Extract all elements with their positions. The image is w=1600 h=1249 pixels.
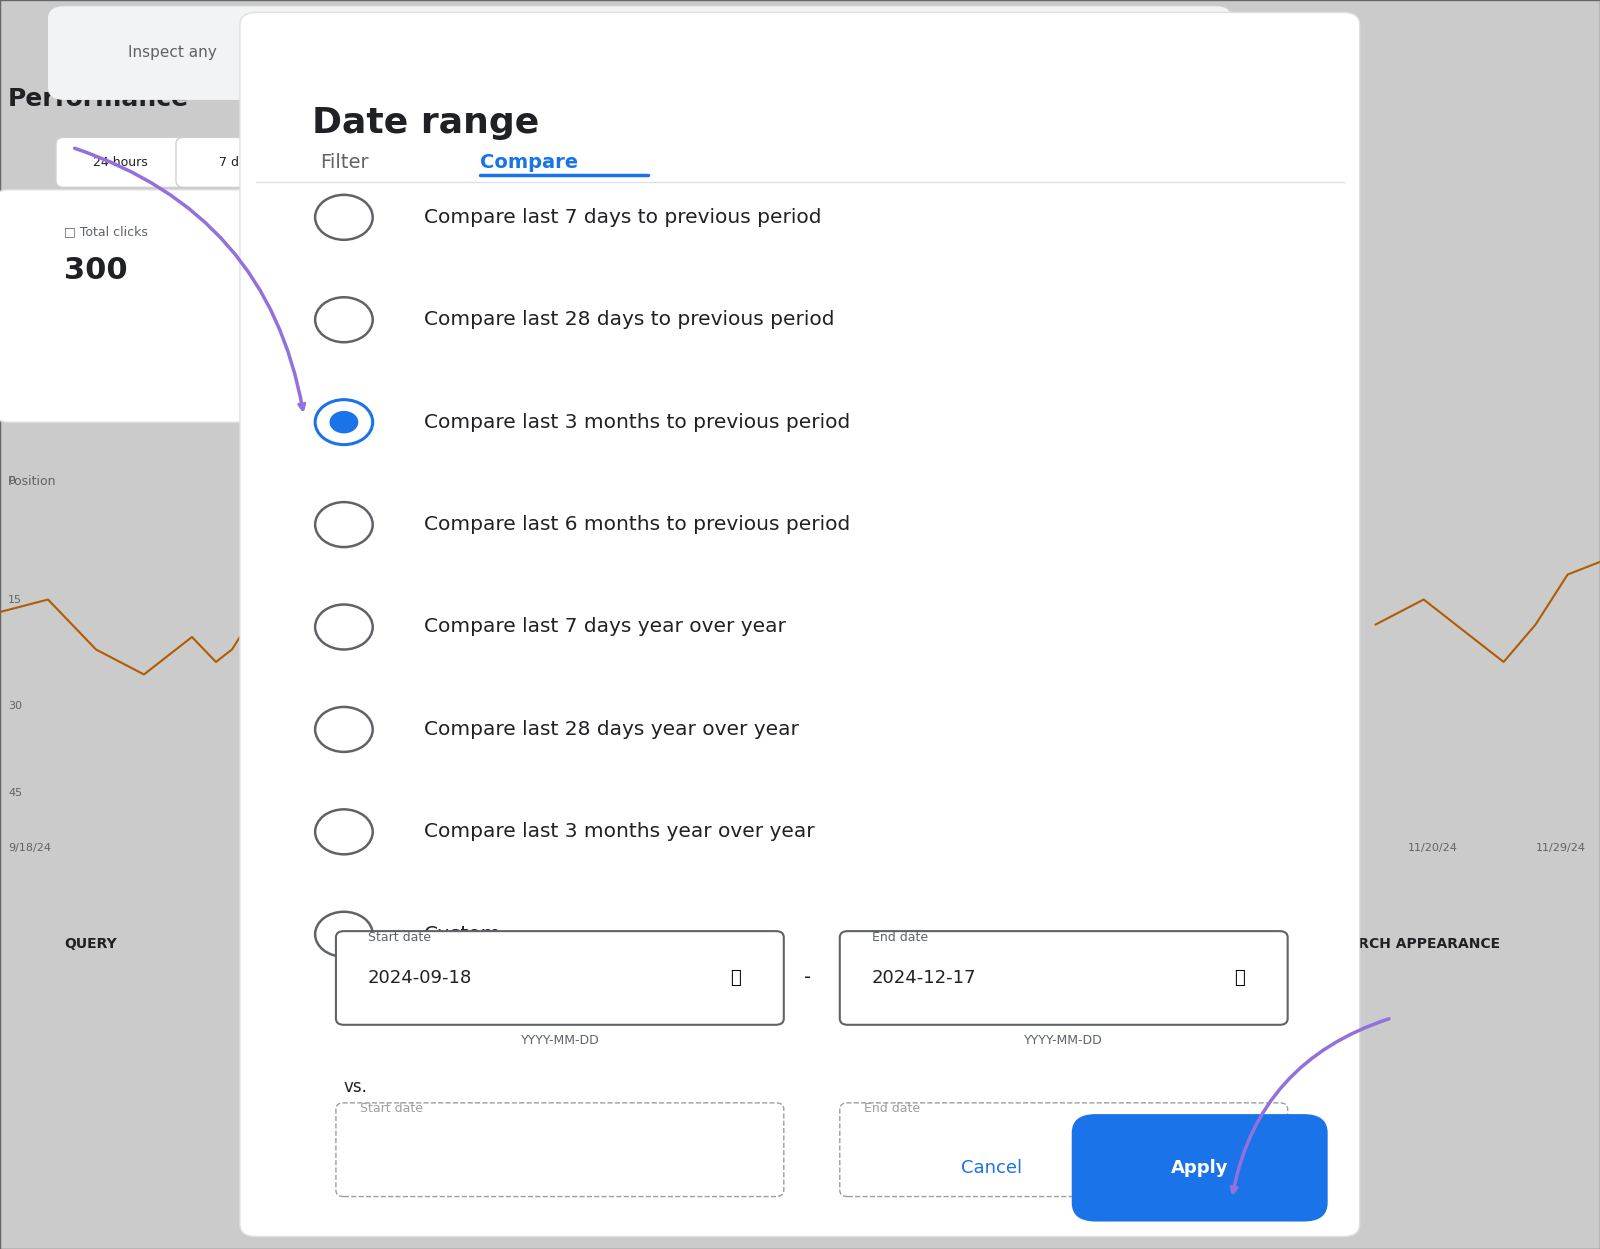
- Text: Apply: Apply: [1171, 1159, 1229, 1177]
- Text: Compare last 28 days year over year: Compare last 28 days year over year: [424, 719, 798, 739]
- Text: Compare last 3 months to previous period: Compare last 3 months to previous period: [424, 412, 850, 432]
- Text: Compare last 28 days to previous period: Compare last 28 days to previous period: [424, 310, 834, 330]
- Text: 11/20/24: 11/20/24: [1408, 843, 1458, 853]
- Text: YYYY-MM-DD: YYYY-MM-DD: [1024, 1034, 1102, 1047]
- Circle shape: [315, 605, 373, 649]
- Circle shape: [315, 400, 373, 445]
- Text: 11/29/24: 11/29/24: [1536, 843, 1586, 853]
- Text: 30: 30: [8, 701, 22, 711]
- FancyBboxPatch shape: [56, 137, 184, 187]
- FancyBboxPatch shape: [840, 1103, 1288, 1197]
- Text: YYYY-MM-DD: YYYY-MM-DD: [520, 1034, 600, 1047]
- Circle shape: [315, 912, 373, 957]
- Text: Inspect any: Inspect any: [128, 45, 216, 60]
- Circle shape: [315, 297, 373, 342]
- FancyBboxPatch shape: [240, 12, 1360, 1237]
- Text: Compare last 7 days year over year: Compare last 7 days year over year: [424, 617, 786, 637]
- Circle shape: [330, 411, 358, 433]
- Text: Compare last 7 days to previous period: Compare last 7 days to previous period: [424, 207, 821, 227]
- Text: -: -: [805, 968, 811, 988]
- Text: 7 days: 7 days: [219, 156, 261, 169]
- Text: SEARCH APPEARANCE: SEARCH APPEARANCE: [1328, 937, 1499, 950]
- Text: Compare: Compare: [480, 154, 578, 172]
- Circle shape: [315, 195, 373, 240]
- FancyBboxPatch shape: [0, 190, 341, 422]
- Text: Position: Position: [8, 475, 56, 487]
- Text: Compare last 6 months to previous period: Compare last 6 months to previous period: [424, 515, 850, 535]
- FancyBboxPatch shape: [1072, 1114, 1328, 1222]
- Text: Performance: Performance: [8, 87, 189, 111]
- Text: □ Total clicks: □ Total clicks: [64, 225, 147, 237]
- FancyBboxPatch shape: [48, 6, 1232, 100]
- FancyBboxPatch shape: [336, 932, 784, 1025]
- Text: QUERY: QUERY: [64, 937, 117, 950]
- Text: 45: 45: [8, 788, 22, 798]
- FancyBboxPatch shape: [1160, 137, 1280, 187]
- Text: 24 hours: 24 hours: [93, 156, 147, 169]
- Text: Custom: Custom: [424, 924, 501, 944]
- Text: 2024-12-17: 2024-12-17: [872, 969, 976, 987]
- Circle shape: [315, 502, 373, 547]
- Text: 9/18/24: 9/18/24: [8, 843, 51, 853]
- Text: Cancel: Cancel: [962, 1159, 1022, 1177]
- Text: Filter: Filter: [320, 154, 368, 172]
- Text: vs.: vs.: [344, 1078, 368, 1097]
- Text: 2024-09-18: 2024-09-18: [368, 969, 472, 987]
- FancyBboxPatch shape: [336, 1103, 784, 1197]
- Text: 📅: 📅: [731, 969, 741, 987]
- FancyBboxPatch shape: [840, 932, 1288, 1025]
- FancyBboxPatch shape: [176, 137, 304, 187]
- Text: 0: 0: [8, 476, 14, 486]
- Text: Compare last 3 months year over year: Compare last 3 months year over year: [424, 822, 814, 842]
- Text: filter: filter: [1205, 156, 1234, 169]
- Text: Start date: Start date: [360, 1103, 422, 1115]
- Text: Start date: Start date: [368, 931, 430, 944]
- Circle shape: [315, 809, 373, 854]
- Text: 📅: 📅: [1234, 969, 1245, 987]
- Text: 300: 300: [64, 256, 128, 285]
- Text: End date: End date: [872, 931, 928, 944]
- Text: End date: End date: [864, 1103, 920, 1115]
- Text: 15: 15: [8, 595, 22, 605]
- FancyBboxPatch shape: [1168, 200, 1360, 412]
- Circle shape: [315, 707, 373, 752]
- Text: Date range: Date range: [312, 106, 539, 140]
